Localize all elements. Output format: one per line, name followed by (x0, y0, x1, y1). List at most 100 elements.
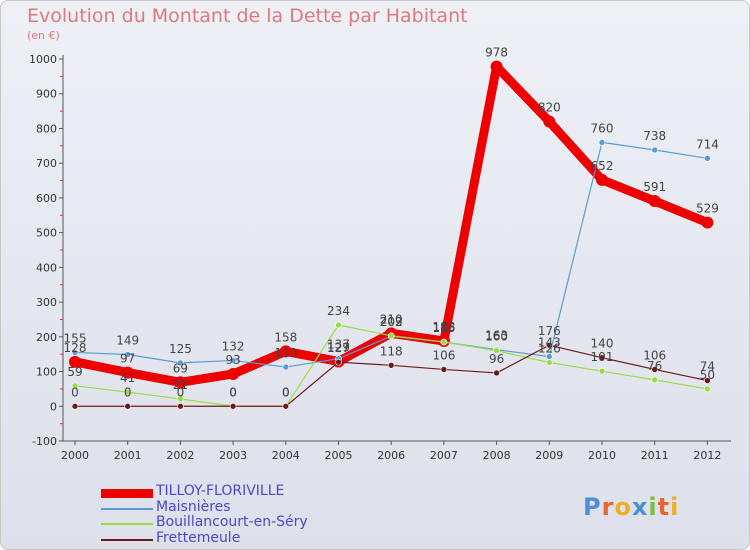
data-label-2: 21 (173, 378, 188, 392)
y-tick-label: 0 (50, 400, 57, 413)
x-tick-label: 2004 (272, 449, 300, 462)
series-point-2 (704, 385, 711, 393)
brand-letter: i (648, 493, 658, 521)
data-label-1: 163 (485, 329, 508, 343)
data-label-1: 714 (696, 137, 719, 151)
data-label-0: 591 (643, 180, 666, 194)
series-point-1 (651, 146, 659, 154)
x-tick-label: 2009 (535, 449, 563, 462)
series-point-0 (701, 216, 714, 229)
series-point-0 (490, 60, 503, 73)
data-label-2: 126 (538, 342, 561, 356)
series-point-2 (335, 321, 342, 329)
data-label-3: 140 (591, 337, 614, 351)
data-label-1: 202 (380, 315, 403, 329)
x-tick-label: 2007 (430, 449, 458, 462)
series-point-2 (124, 388, 131, 396)
series-point-2 (545, 359, 553, 366)
y-tick-label: 600 (36, 192, 57, 205)
brand-letter: i (670, 493, 680, 521)
data-label-3: 0 (71, 385, 79, 399)
series-point-3 (282, 402, 290, 410)
legend-swatch-0 (101, 488, 153, 498)
series-point-1 (177, 359, 184, 367)
series-point-3 (598, 354, 606, 361)
data-label-1: 738 (643, 129, 666, 143)
legend-label-2: Bouillancourt-en-Séry (156, 514, 308, 530)
series-point-2 (71, 382, 79, 390)
series-point-0 (596, 173, 608, 186)
data-label-1: 143 (538, 336, 561, 350)
chart-title: Evolution du Montant de la Dette par Hab… (27, 5, 468, 27)
brand-letter: t (657, 493, 671, 521)
data-label-0: 128 (64, 341, 87, 355)
data-label-0: 188 (432, 320, 455, 334)
brand-letter: o (614, 493, 632, 521)
series-point-2 (651, 376, 659, 384)
legend-label-0: TILLOY-FLORIVILLE (156, 483, 285, 499)
data-label-2: 41 (120, 371, 135, 385)
data-label-2: 0 (282, 385, 290, 399)
series-point-1 (704, 155, 711, 162)
y-tick-label: -100 (32, 435, 57, 448)
data-label-2: 234 (327, 304, 350, 318)
data-label-3: 127 (327, 341, 350, 355)
data-label-1: 132 (222, 339, 245, 353)
data-label-2: 203 (380, 315, 403, 329)
series-point-3 (177, 402, 184, 410)
legend-swatch-2 (101, 523, 153, 525)
series-point-3 (124, 402, 131, 410)
brand-letter: P (583, 493, 602, 521)
series-point-3 (387, 361, 395, 369)
series-point-3 (545, 341, 553, 349)
brand-letter: r (601, 493, 615, 521)
x-tick-label: 2010 (588, 449, 616, 462)
y-tick-label: 100 (36, 366, 57, 379)
x-tick-label: 2003 (219, 449, 247, 462)
brand-logo: Proxiti (583, 493, 679, 521)
series-point-0 (227, 367, 240, 380)
data-label-3: 0 (282, 385, 290, 399)
data-label-1: 760 (591, 121, 614, 135)
series-point-3 (493, 369, 500, 377)
y-tick-label: 1000 (29, 53, 57, 66)
data-label-1: 155 (64, 331, 87, 345)
y-tick-label: 500 (36, 227, 57, 240)
series-point-1 (124, 351, 131, 358)
data-label-3: 74 (700, 360, 715, 374)
data-label-3: 176 (538, 324, 561, 338)
data-label-3: 0 (229, 385, 237, 399)
legend-swatch-1 (101, 508, 153, 510)
series-point-3 (651, 366, 659, 373)
data-label-1: 113 (274, 346, 297, 360)
series-point-2 (177, 395, 184, 403)
series-point-0 (69, 355, 81, 368)
data-label-2: 50 (700, 368, 715, 382)
series-point-0 (648, 195, 661, 208)
legend-label-1: Maisnières (156, 499, 231, 515)
data-label-0: 158 (274, 330, 297, 344)
legend-swatch-3 (101, 539, 153, 541)
data-label-0: 529 (696, 202, 719, 216)
x-tick-label: 2002 (166, 449, 194, 462)
y-tick-label: 900 (36, 88, 57, 101)
y-tick-label: 200 (36, 331, 57, 344)
data-label-1: 137 (327, 338, 350, 352)
data-label-2: 59 (67, 365, 82, 379)
data-label-3: 106 (643, 348, 666, 362)
series-point-2 (493, 347, 500, 355)
chart-subtitle: (en €) (27, 29, 60, 42)
series-point-1 (598, 139, 606, 146)
series-point-0 (121, 366, 134, 379)
series-point-3 (440, 366, 448, 373)
data-label-2: 101 (591, 350, 614, 364)
series-point-2 (598, 367, 606, 375)
data-label-2: 185 (432, 321, 455, 335)
data-label-0: 97 (120, 352, 135, 366)
x-tick-label: 2005 (325, 449, 353, 462)
x-tick-label: 2000 (61, 449, 89, 462)
x-tick-label: 2001 (114, 449, 142, 462)
y-tick-label: 300 (36, 296, 57, 309)
